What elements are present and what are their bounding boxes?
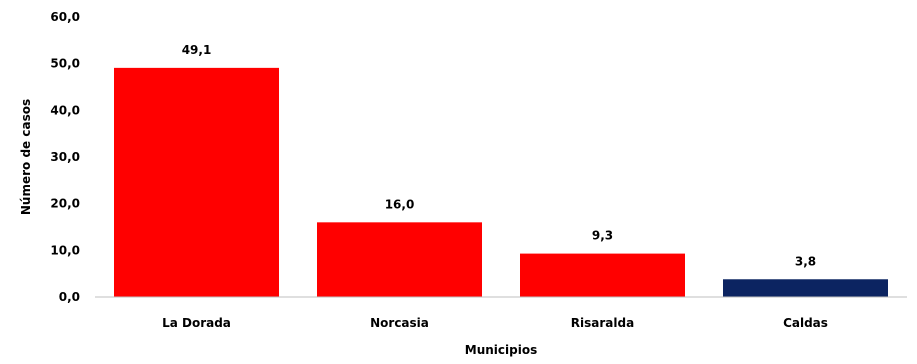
bar (723, 279, 888, 297)
y-tick-label: 60,0 (50, 10, 80, 24)
y-tick-label: 30,0 (50, 150, 80, 164)
bar (520, 253, 685, 297)
y-axis-ticks: 0,0 10,0 20,0 30,0 40,0 50,0 60,0 (50, 10, 80, 304)
bar (114, 67, 279, 297)
x-tick-label: La Dorada (162, 316, 231, 330)
x-tick-label: Caldas (783, 316, 828, 330)
x-tick-label: Norcasia (370, 316, 429, 330)
data-label: 3,8 (795, 254, 816, 268)
x-axis-tick-labels: La Dorada Norcasia Risaralda Caldas (162, 316, 828, 330)
x-tick-label: Risaralda (571, 316, 634, 330)
x-axis-title: Municipios (465, 343, 537, 357)
y-axis-title: Número de casos (19, 99, 33, 215)
bar (317, 222, 482, 297)
y-tick-label: 20,0 (50, 197, 80, 211)
data-label: 9,3 (592, 229, 613, 243)
y-tick-label: 0,0 (59, 290, 80, 304)
data-label: 49,1 (182, 43, 212, 57)
y-tick-label: 50,0 (50, 57, 80, 71)
data-label: 16,0 (385, 197, 415, 211)
data-labels: 49,1 16,0 9,3 3,8 (182, 43, 816, 268)
y-tick-label: 10,0 (50, 243, 80, 257)
y-tick-label: 40,0 (50, 103, 80, 117)
bars (114, 67, 888, 297)
